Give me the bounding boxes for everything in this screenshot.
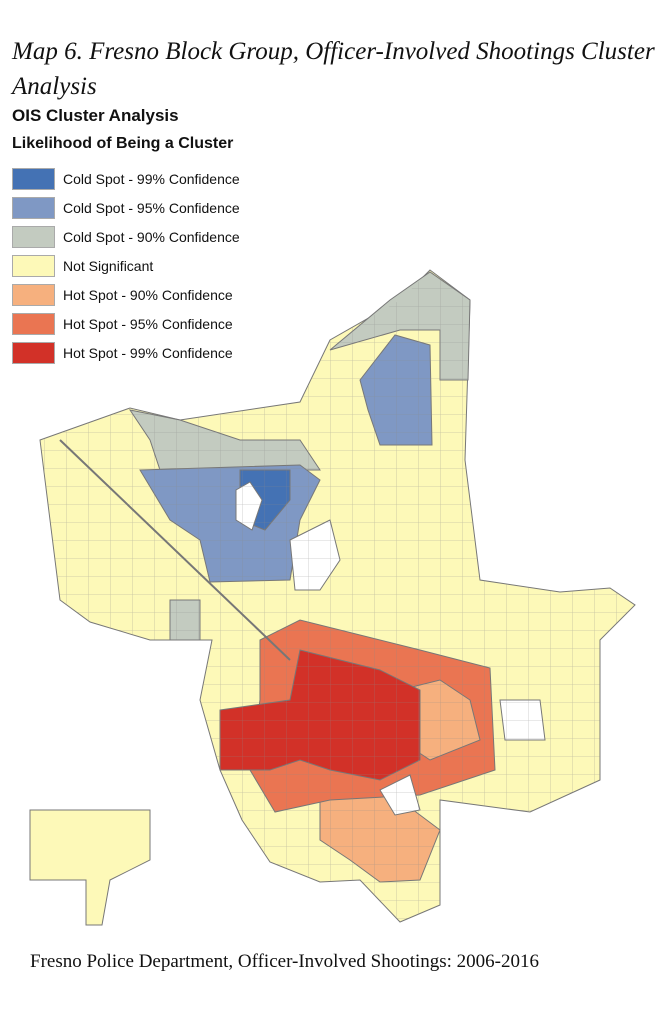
legend-heading: OIS Cluster Analysis [12, 106, 179, 125]
legend-swatch [12, 167, 55, 190]
map-title: Map 6. Fresno Block Group, Officer-Invol… [12, 38, 655, 100]
legend-item: Hot Spot - 99% Confidence [12, 338, 240, 367]
legend-label: Cold Spot - 90% Confidence [63, 228, 240, 245]
legend-item: Cold Spot - 99% Confidence [12, 164, 240, 193]
region [29, 809, 151, 926]
legend-swatch [12, 341, 55, 364]
legend-swatch [12, 312, 55, 335]
legend-label: Hot Spot - 90% Confidence [63, 286, 233, 303]
legend-label: Cold Spot - 99% Confidence [63, 170, 240, 187]
legend-swatch [12, 283, 55, 306]
legend-subheading: Likelihood of Being a Cluster [12, 135, 234, 152]
legend-label: Hot Spot - 95% Confidence [63, 315, 233, 332]
legend: Cold Spot - 99% Confidence Cold Spot - 95… [12, 164, 240, 367]
legend-item: Hot Spot - 90% Confidence [12, 280, 240, 309]
legend-item: Hot Spot - 95% Confidence [12, 309, 240, 338]
legend-item: Cold Spot - 95% Confidence [12, 193, 240, 222]
legend-label: Hot Spot - 99% Confidence [63, 344, 233, 361]
legend-label: Cold Spot - 95% Confidence [63, 199, 240, 216]
legend-swatch [12, 196, 55, 219]
legend-swatch [12, 225, 55, 248]
highway [59, 439, 291, 661]
block-lines [40, 270, 635, 922]
legend-item: Cold Spot - 90% Confidence [12, 222, 240, 251]
legend-label: Not Significant [63, 257, 154, 274]
legend-swatch [12, 254, 55, 277]
caption: Fresno Police Department, Officer-Involv… [30, 951, 540, 972]
legend-item: Not Significant [12, 251, 240, 280]
map [29, 269, 636, 926]
